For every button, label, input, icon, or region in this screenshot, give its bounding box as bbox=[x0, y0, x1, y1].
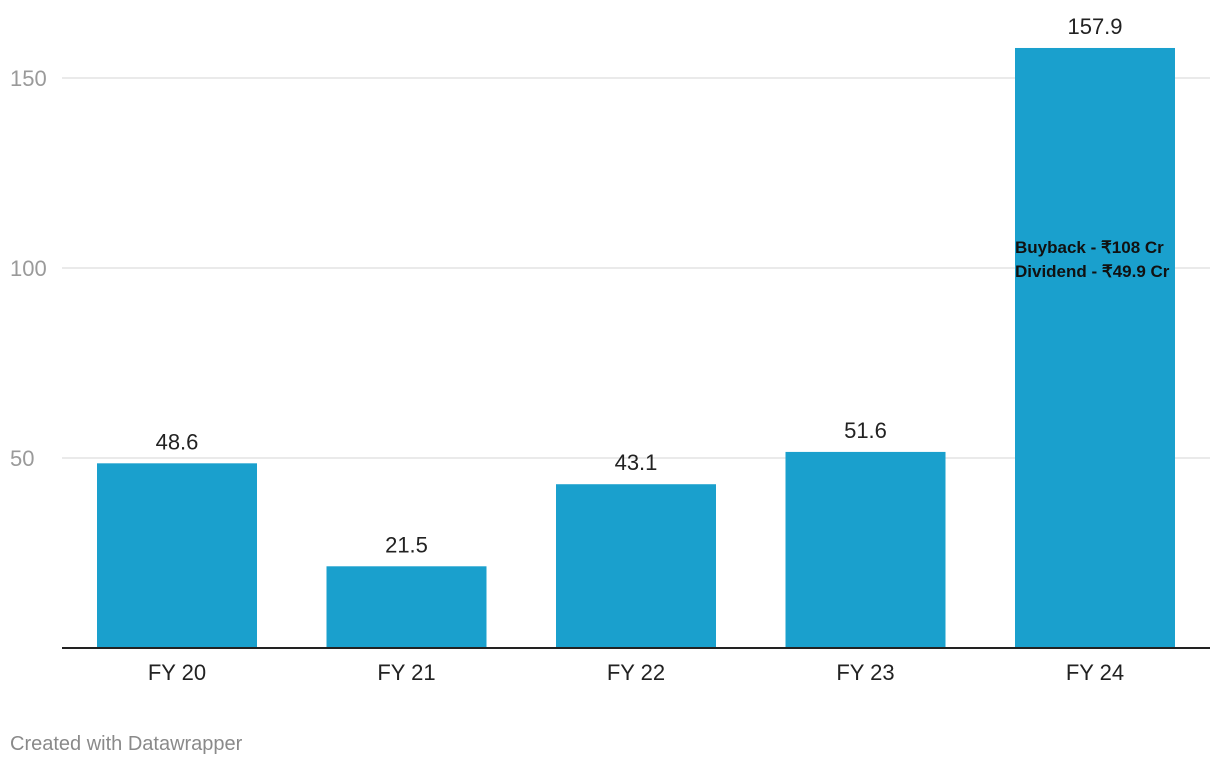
x-tick-label: FY 20 bbox=[148, 660, 206, 685]
bar-chart: 50 100 150 48.6 FY 20 21.5 FY 21 43.1 FY 22 51.6 F… bbox=[10, 14, 1210, 685]
labels: 50 100 150 48.6 FY 20 21.5 FY 21 43.1 FY 22 51.6 F… bbox=[10, 14, 1124, 685]
data-label: 157.9 bbox=[1067, 14, 1122, 39]
bar bbox=[785, 451, 946, 648]
y-tick-label: 100 bbox=[10, 256, 47, 281]
y-tick-label: 150 bbox=[10, 66, 47, 91]
bar bbox=[556, 484, 716, 648]
data-label: 21.5 bbox=[385, 532, 428, 557]
x-tick-label: FY 23 bbox=[836, 660, 894, 685]
x-tick-label: FY 22 bbox=[607, 660, 665, 685]
bar bbox=[326, 566, 487, 648]
bar bbox=[97, 463, 257, 648]
bars bbox=[97, 47, 1175, 649]
annotation-line-1: Buyback - ₹108 Cr bbox=[1015, 238, 1164, 257]
datawrapper-credit[interactable]: Created with Datawrapper bbox=[10, 733, 243, 755]
data-label: 43.1 bbox=[615, 450, 658, 475]
x-tick-label: FY 24 bbox=[1066, 660, 1124, 685]
data-label: 48.6 bbox=[156, 429, 199, 454]
y-tick-label: 50 bbox=[10, 446, 34, 471]
annotation-line-2: Dividend - ₹49.9 Cr bbox=[1015, 262, 1170, 281]
bar bbox=[1015, 47, 1175, 649]
x-tick-label: FY 21 bbox=[377, 660, 435, 685]
data-label: 51.6 bbox=[844, 418, 887, 443]
